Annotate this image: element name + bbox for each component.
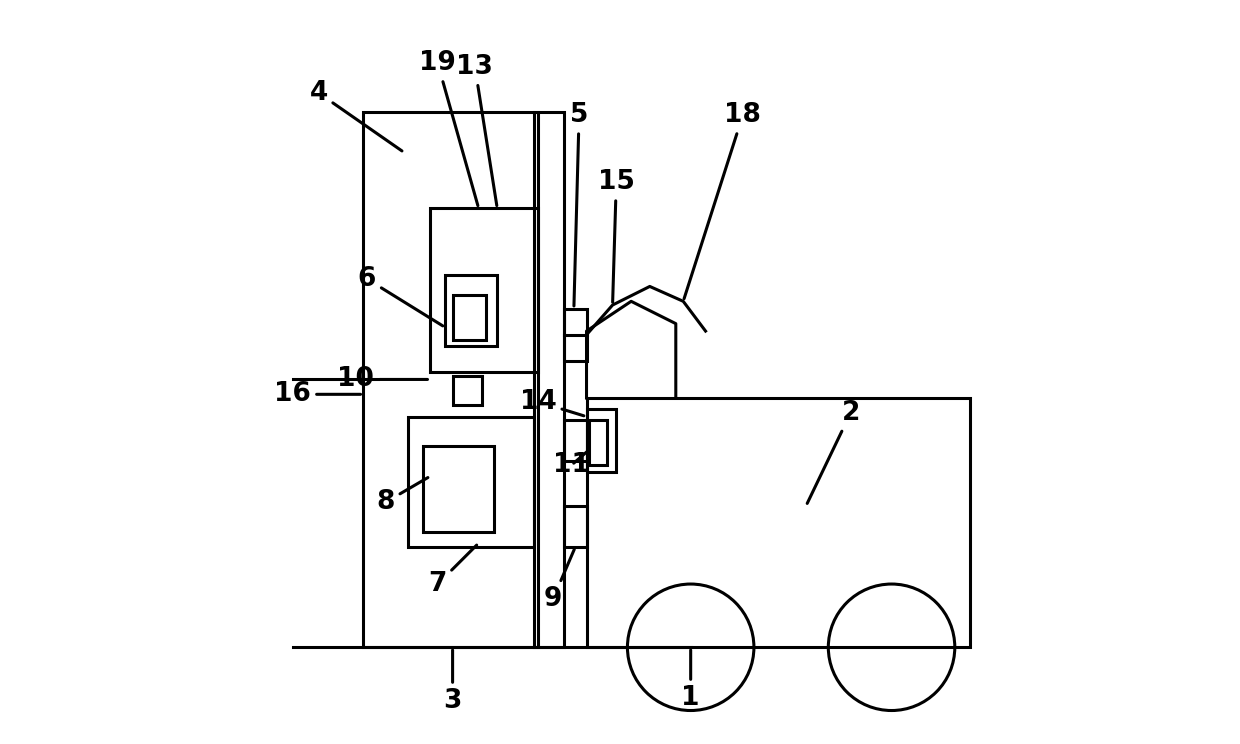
Text: 10: 10: [337, 367, 428, 392]
Text: 6: 6: [358, 266, 443, 326]
Text: 8: 8: [377, 478, 428, 515]
Text: 13: 13: [456, 54, 497, 205]
Bar: [363, 112, 538, 647]
Bar: [445, 275, 497, 346]
Text: 16: 16: [274, 382, 361, 407]
Bar: [564, 506, 587, 547]
Bar: [534, 112, 564, 647]
Text: 5: 5: [570, 103, 588, 306]
Text: 3: 3: [444, 650, 461, 713]
Bar: [589, 420, 608, 465]
Bar: [423, 446, 494, 532]
Bar: [587, 409, 616, 472]
Text: 4: 4: [310, 80, 402, 151]
Text: 14: 14: [520, 389, 584, 416]
Bar: [564, 309, 587, 361]
Bar: [430, 208, 538, 372]
Text: 7: 7: [429, 545, 476, 597]
Text: 15: 15: [598, 170, 635, 302]
Text: 18: 18: [684, 103, 761, 298]
Text: 2: 2: [807, 400, 859, 504]
Bar: [408, 417, 534, 547]
Text: 11: 11: [553, 452, 590, 478]
Text: 1: 1: [682, 650, 699, 711]
Bar: [453, 376, 482, 405]
Text: 9: 9: [544, 549, 574, 612]
Bar: [453, 295, 486, 340]
Bar: [564, 420, 587, 461]
Bar: [587, 398, 970, 647]
Text: 19: 19: [419, 51, 477, 205]
